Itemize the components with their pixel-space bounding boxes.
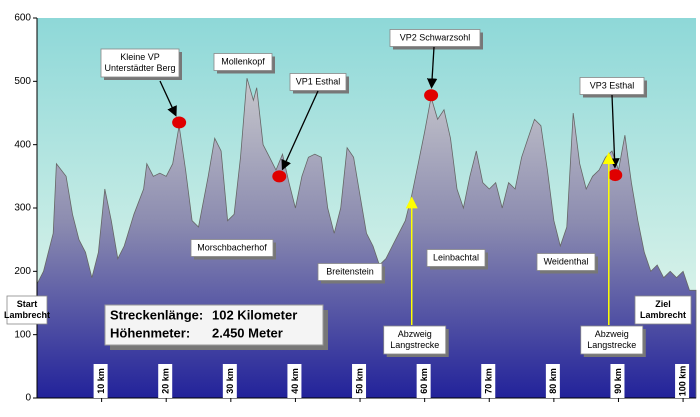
info-box [104, 304, 324, 346]
x-tick-label: 80 km [548, 368, 558, 394]
x-tick-box [481, 364, 496, 398]
x-tick-label: 100 km [677, 366, 687, 397]
stop-dot [172, 116, 187, 129]
stop-label: VP2 Schwarzsohl [400, 32, 471, 42]
place-label: Breitenstein [326, 266, 374, 276]
stop-arrow [426, 46, 438, 89]
stop-label: Unterstädter Berg [104, 63, 175, 73]
place-label-box [213, 53, 273, 71]
branch-label: Abzweig [595, 329, 629, 339]
x-tick-box [287, 364, 302, 398]
start-label: Start [17, 299, 38, 309]
branch-label: Langstrecke [390, 340, 439, 350]
info-text: 2.450 Meter [212, 325, 283, 340]
finish-label: Ziel [655, 299, 671, 309]
place-label-box [317, 263, 383, 281]
x-tick-box [222, 364, 237, 398]
place-label: Morschbacherhof [197, 242, 267, 252]
branch-label: Langstrecke [587, 340, 636, 350]
stop-label: Kleine VP [120, 52, 160, 62]
branch-label-box [383, 325, 447, 355]
x-tick-label: 60 km [419, 368, 429, 394]
x-tick-box [158, 364, 173, 398]
stop-label: VP1 Esthal [296, 76, 341, 86]
x-tick-box [545, 364, 560, 398]
stop-arrow [159, 80, 177, 117]
stop-label: VP3 Esthal [590, 80, 635, 90]
x-tick-label: 40 km [290, 368, 300, 394]
stop-label-box [579, 77, 645, 95]
stop-label-box [289, 73, 347, 91]
branch-label-box [580, 325, 644, 355]
x-tick-label: 50 km [354, 368, 364, 394]
x-tick-box [610, 364, 625, 398]
stop-dot [272, 170, 287, 183]
x-tick-label: 30 km [225, 368, 235, 394]
place-label: Mollenkopf [221, 56, 265, 66]
info-text: Streckenlänge: [110, 307, 203, 322]
stop-dot [424, 89, 439, 102]
x-tick-label: 10 km [96, 368, 106, 394]
place-label-box [426, 249, 486, 267]
x-tick-box [416, 364, 431, 398]
x-tick-box [675, 364, 690, 398]
stop-label-box [389, 29, 481, 47]
stop-arrow [281, 90, 319, 171]
start-label: Lambrecht [4, 310, 50, 320]
info-text: 102 Kilometer [212, 307, 297, 322]
y-tick-label: 500 [14, 76, 31, 87]
y-tick-label: 0 [25, 393, 31, 404]
place-label: Weidenthal [544, 256, 589, 266]
x-tick-box [352, 364, 367, 398]
finish-label: Lambrecht [640, 310, 686, 320]
stop-label-box [100, 48, 180, 78]
y-tick-label: 200 [14, 266, 31, 277]
y-tick-label: 300 [14, 203, 31, 214]
place-label: Leinbachtal [433, 252, 479, 262]
x-tick-box [93, 364, 108, 398]
start-label-box [6, 295, 48, 325]
finish-label-box [634, 295, 692, 325]
branch-label: Abzweig [398, 329, 432, 339]
info-text: Höhenmeter: [110, 325, 190, 340]
place-label-box [190, 239, 274, 257]
y-tick-label: 100 [14, 329, 31, 340]
y-tick-label: 400 [14, 139, 31, 150]
x-tick-label: 90 km [613, 368, 623, 394]
x-tick-label: 70 km [484, 368, 494, 394]
stop-dot [608, 169, 623, 182]
x-tick-label: 20 km [161, 368, 171, 394]
place-label-box [536, 253, 596, 271]
y-tick-label: 600 [14, 13, 31, 24]
